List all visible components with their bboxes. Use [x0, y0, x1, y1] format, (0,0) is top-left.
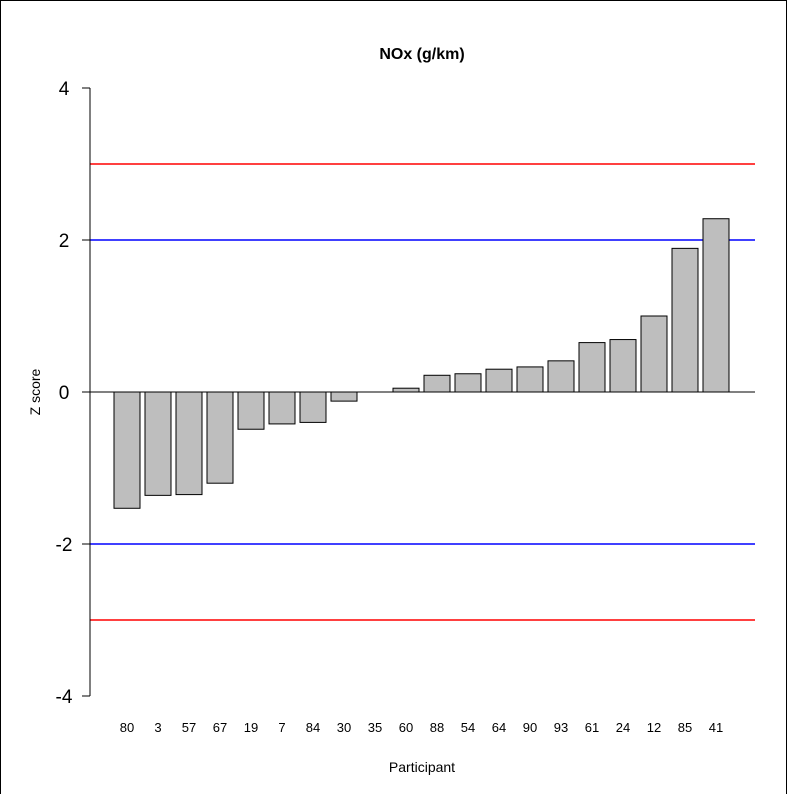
bar-88: [423, 374, 451, 393]
x-tick-label-54: 54: [461, 720, 475, 735]
bar-24: [609, 339, 637, 393]
x-tick-labels: 80 3 57 67 19 7 84 30 35 60 88 54 64 90 93 61 24 12 85 41: [120, 720, 723, 735]
x-tick-label-60: 60: [399, 720, 413, 735]
y-tick-label-0: 0: [59, 383, 70, 404]
bar-12: [640, 315, 668, 393]
x-tick-label-12: 12: [647, 720, 661, 735]
bar-57: [175, 391, 203, 496]
bar-93: [547, 360, 575, 393]
y-tick-label-4: 4: [59, 79, 70, 100]
y-tick-label-2: 2: [59, 231, 70, 252]
x-tick-label-57: 57: [182, 720, 196, 735]
bar-54: [454, 373, 482, 393]
x-tick-label-64: 64: [492, 720, 506, 735]
x-tick-label-67: 67: [213, 720, 227, 735]
chart-title: NOx (g/km): [379, 46, 464, 63]
x-tick-label-88: 88: [430, 720, 444, 735]
y-axis-label: Z score: [27, 368, 43, 415]
bar-84: [299, 391, 327, 423]
x-tick-label-19: 19: [244, 720, 258, 735]
bar-61: [578, 342, 606, 393]
bar-41: [702, 218, 730, 393]
x-tick-label-85: 85: [678, 720, 692, 735]
x-tick-label-7: 7: [278, 720, 285, 735]
x-tick-label-90: 90: [523, 720, 537, 735]
y-tick-label--2: -2: [56, 535, 73, 556]
reference-lines: [90, 163, 755, 621]
y-axis: -4 -2 0 2 4: [56, 79, 91, 708]
bar-67: [206, 391, 234, 484]
x-axis-label: Participant: [389, 759, 455, 775]
x-tick-label-35: 35: [368, 720, 382, 735]
bar-19: [237, 391, 265, 430]
x-tick-label-61: 61: [585, 720, 599, 735]
bar-85: [671, 247, 699, 393]
x-tick-label-93: 93: [554, 720, 568, 735]
bar-60: [392, 387, 420, 393]
bar-30: [330, 391, 358, 402]
bar-7: [268, 391, 296, 425]
x-tick-label-41: 41: [709, 720, 723, 735]
bar-3: [144, 391, 172, 496]
x-tick-label-30: 30: [337, 720, 351, 735]
bars: [113, 218, 730, 509]
x-tick-label-80: 80: [120, 720, 134, 735]
bar-64: [485, 368, 513, 393]
bar-90: [516, 366, 544, 393]
x-tick-label-3: 3: [154, 720, 161, 735]
x-tick-label-84: 84: [306, 720, 320, 735]
y-tick-label--4: -4: [56, 687, 73, 708]
bar-80: [113, 391, 141, 509]
x-tick-label-24: 24: [616, 720, 630, 735]
